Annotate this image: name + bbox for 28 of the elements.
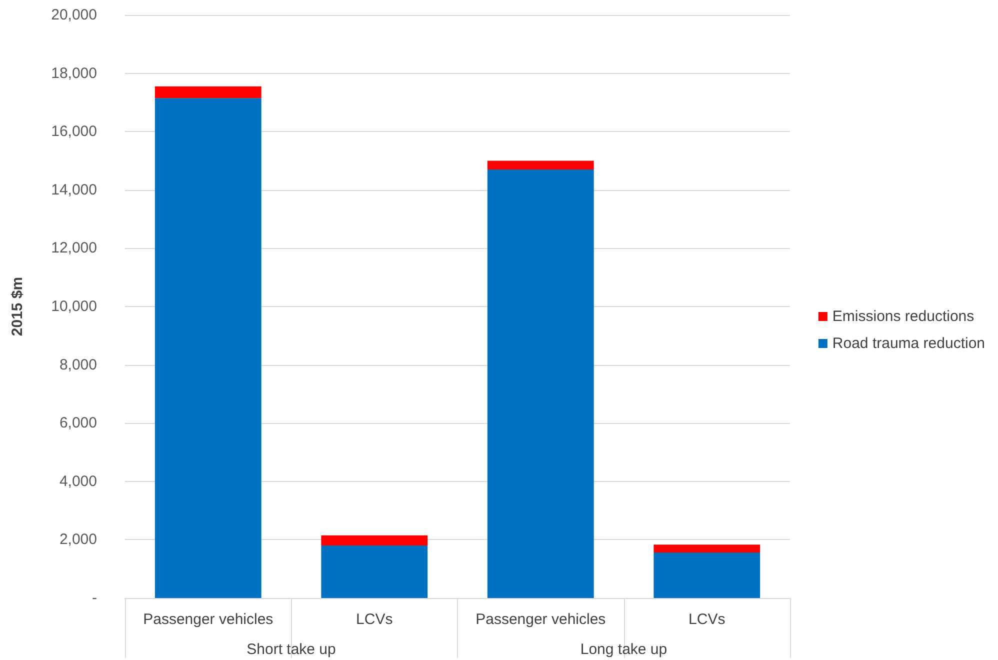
- x-tick-label: LCVs: [688, 611, 726, 628]
- legend-label: Road trauma reduction: [832, 335, 986, 352]
- y-tick-label: 4,000: [59, 472, 97, 490]
- y-tick-label: 12,000: [51, 240, 97, 257]
- y-tick-label: 2,000: [59, 531, 97, 548]
- y-tick-label: 10,000: [51, 298, 97, 315]
- y-tick-label: 20,000: [51, 6, 97, 24]
- x-tick-label: Passenger vehicles: [143, 611, 274, 628]
- y-axis-title: 2015 $m: [9, 276, 26, 336]
- bar: [654, 544, 760, 553]
- y-tick-label: 6,000: [59, 414, 97, 432]
- y-tick-label: 18,000: [51, 64, 97, 82]
- text: Long take up: [580, 641, 668, 658]
- bar: [321, 535, 428, 546]
- legend-label: Emissions reductions: [832, 308, 974, 325]
- x-tick-label: Passenger vehicles: [476, 611, 606, 628]
- y-tick-label: -: [92, 590, 97, 606]
- y-tick-label: 8,000: [59, 356, 97, 374]
- bar: [654, 552, 760, 598]
- bar: [154, 98, 262, 598]
- bar: [321, 546, 428, 598]
- bar: [154, 86, 262, 98]
- bar: [487, 160, 594, 170]
- y-tick-label: 16,000: [51, 123, 97, 140]
- x-tick-label: LCVs: [356, 611, 393, 628]
- text: Short take up: [246, 641, 336, 658]
- bar: [487, 169, 594, 598]
- y-tick-label: 14,000: [51, 181, 97, 198]
